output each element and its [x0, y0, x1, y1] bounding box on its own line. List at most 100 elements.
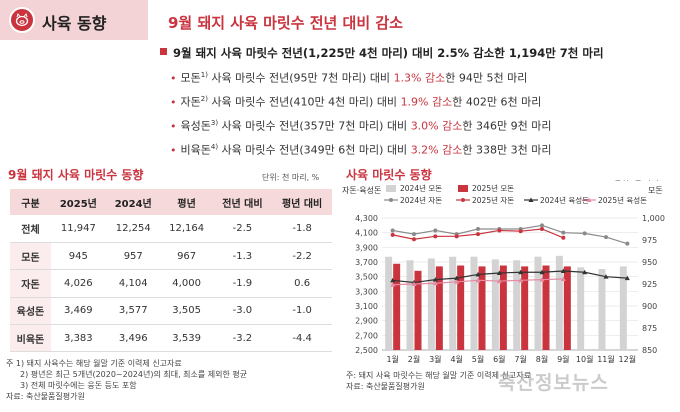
bar-2024년-모돈 [598, 269, 606, 350]
y-tick-left: 3,300 [355, 287, 378, 296]
table-row: 육성돈 3,469 3,577 3,505 -3.0 -1.0 [10, 297, 332, 326]
headline: 9월 돼지 사육 마릿수 전년(1,225만 4천 마리) 대비 2.5% 감소… [160, 45, 604, 61]
y-tick-right: 875 [642, 324, 657, 333]
table-cell: -1.3 [212, 242, 273, 271]
y-tick-right: 975 [642, 236, 657, 245]
table-cell: 12,254 [105, 215, 161, 243]
bullet-label: 자돈 [180, 95, 201, 109]
y-tick-left: 3,100 [355, 302, 378, 311]
header: 사육 동향 9월 돼지 사육 마릿수 전년 대비 감소 [0, 0, 680, 44]
table-cell: -3.2 [212, 324, 273, 353]
point-2025년-육성돈 [432, 280, 438, 286]
line-2024년-육성돈 [392, 270, 628, 284]
point-2025년-자돈 [476, 232, 480, 237]
table-cell: 3,577 [105, 297, 161, 326]
point-2024년-자돈 [433, 228, 438, 233]
legend-label: 2025년 자돈 [472, 195, 514, 205]
row-label: 전체 [10, 215, 51, 243]
point-2024년-육성돈 [496, 270, 502, 275]
point-2025년-자돈 [561, 235, 566, 240]
column-header: 평년 대비 [272, 189, 332, 215]
bullet-highlight: 3.2% 감소 [410, 143, 463, 157]
point-2025년-육성돈 [475, 277, 481, 283]
table-cell: 3,505 [160, 297, 213, 326]
table-cell: 0.6 [272, 269, 332, 298]
bullet-highlight: 1.3% 감소 [393, 71, 446, 85]
table-cell: 945 [50, 242, 106, 271]
legend-swatch [458, 185, 468, 192]
bullet-text: 사육 마릿수 전년(95만 7천 마리) 대비 [207, 71, 394, 85]
table-title: 9월 돼지 사육 마릿수 동향 [8, 168, 144, 182]
row-label: 모돈 [10, 242, 51, 271]
table-cell: -1.0 [272, 297, 332, 326]
table-cell: 4,000 [160, 269, 213, 298]
x-tick: 9월 [557, 354, 569, 364]
bullet-text: 한 338만 3천 마리 [462, 143, 552, 157]
column-header: 2024년 [105, 189, 161, 215]
footnote-mark: 2) [200, 95, 208, 103]
point-2024년-육성돈 [518, 269, 524, 275]
table-cell: 957 [105, 242, 161, 271]
bullet-text: 한 346만 9천 마리 [462, 119, 552, 133]
point-2024년-자돈 [476, 227, 480, 231]
watermark: 축산정보뉴스 [498, 372, 609, 394]
y-tick-left: 2,900 [355, 317, 378, 326]
point-2024년-자돈 [582, 231, 587, 236]
bar-2025년-모돈 [457, 265, 465, 350]
x-tick: 4월 [450, 354, 462, 364]
bullet-label: 비육돈 [180, 143, 211, 157]
bar-2024년-모돈 [555, 255, 563, 350]
table-cell: -2.2 [272, 242, 332, 271]
point-2024년-자돈 [625, 241, 630, 246]
bullet-label: 모돈 [180, 71, 201, 85]
bar-2024년-모돈 [470, 256, 478, 350]
bar-2024년-모돈 [513, 260, 521, 350]
table-row: 전체 11,947 12,254 12,164 -2.5 -1.8 [10, 215, 332, 243]
bar-2025년-모돈 [393, 263, 401, 350]
row-label: 비육돈 [10, 324, 51, 353]
x-tick: 10월 [576, 354, 594, 364]
point-2025년-육성돈 [454, 279, 460, 284]
y-tick-left: 2,700 [355, 331, 378, 340]
table-cell: 967 [160, 242, 213, 271]
x-tick: 3월 [429, 354, 441, 364]
legend-swatch [386, 185, 396, 192]
bar-2024년-모돈 [534, 256, 542, 350]
point-2024년-육성돈 [454, 275, 460, 281]
legend-label: 2024년 모돈 [400, 183, 442, 193]
left-axis-title: 자돈·육성돈 [342, 186, 381, 195]
bullet-text: 한 94만 5천 마리 [445, 71, 528, 85]
point-2025년-자돈 [540, 227, 544, 231]
point-2024년-자돈 [604, 235, 608, 240]
row-label: 육성돈 [10, 297, 51, 326]
table-cell: 4,026 [50, 269, 106, 298]
table-cell: 3,383 [50, 324, 106, 353]
point-2024년-자돈 [412, 232, 416, 237]
point-2025년-육성돈 [496, 278, 502, 284]
point-2024년-육성돈 [475, 271, 481, 277]
bullet-highlight: 1.9% 감소 [400, 95, 453, 109]
table-row: 모돈 945 957 967 -1.3 -2.2 [10, 242, 332, 271]
bar-2025년-모돈 [499, 265, 507, 350]
bar-2025년-모돈 [542, 265, 550, 350]
bullet-item: • 자돈2) 사육 마릿수 전년(410만 4천 마리) 대비 1.9% 감소한 … [170, 95, 542, 109]
bar-2024년-모돈 [427, 258, 435, 350]
table-row: 비육돈 3,383 3,496 3,539 -3.2 -4.4 [10, 324, 332, 353]
y-tick-left: 3,900 [355, 243, 378, 252]
point-2024년-육성돈 [432, 277, 438, 282]
x-tick: 11월 [597, 354, 615, 364]
note-line: 3) 전체 마릿수에는 웅돈 등도 포함 [20, 381, 137, 390]
livestock-chart: 단위: 천 마리자돈·육성돈 모돈 4,300 4,100 3,900 3,700 3,50… [342, 180, 665, 364]
y-tick-right: 900 [642, 302, 657, 311]
point-2025년-자돈 [497, 228, 502, 233]
legend-label: 2025년 모돈 [472, 183, 514, 193]
y-tick-right: 950 [642, 258, 657, 267]
right-axis-title: 모돈 [648, 186, 663, 195]
line-2024년-자돈 [392, 224, 628, 245]
bar-2025년-모돈 [521, 266, 529, 350]
x-tick: 1월 [386, 354, 398, 364]
point-2024년-자돈 [561, 230, 566, 235]
bullet-item: • 모돈1) 사육 마릿수 전년(95만 7천 마리) 대비 1.3% 감소한 9… [170, 71, 528, 85]
table-cell: 3,496 [105, 324, 161, 353]
row-label: 자돈 [10, 269, 51, 298]
